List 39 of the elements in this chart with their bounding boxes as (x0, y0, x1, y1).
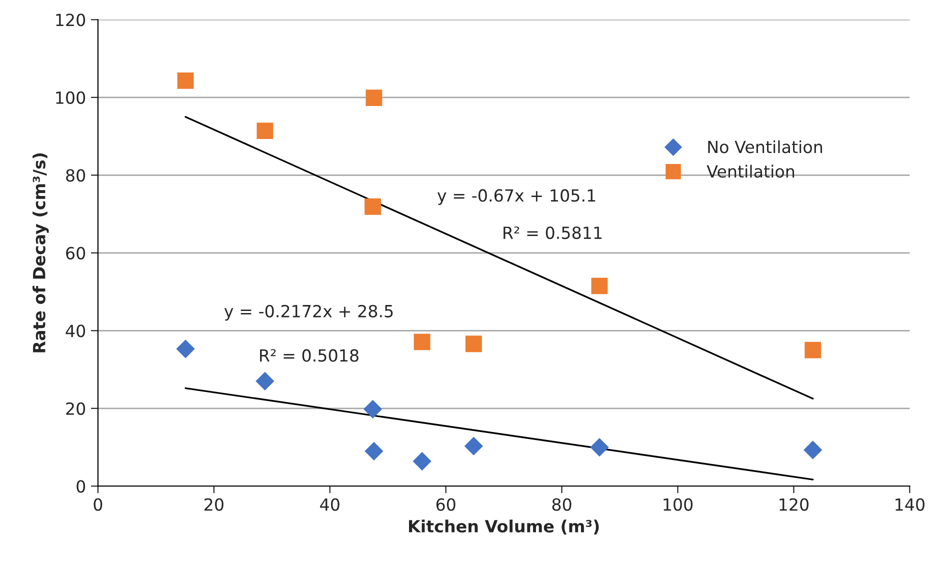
point (804, 440, 822, 460)
point (256, 372, 274, 390)
point (176, 340, 195, 358)
x-tick-label: 120 (780, 498, 809, 511)
y-tick-label: 40 (66, 324, 86, 338)
x-tick-label: 140 (896, 498, 924, 511)
x-axis-title: Kitchen Volume (m³) (409, 520, 599, 534)
point (364, 442, 384, 460)
point (464, 436, 483, 456)
annotation: R² = 0.5018 (260, 349, 358, 362)
x-tick-label: 60 (436, 498, 456, 511)
x-tick-label: 80 (552, 498, 572, 511)
legend-label: No Ventilation (708, 140, 822, 154)
x-tick-label: 40 (320, 498, 340, 511)
annotation: y = -0.2172x + 28.5 (224, 304, 393, 321)
y-tick-label: 100 (56, 91, 86, 104)
y-tick-label: 20 (66, 402, 86, 415)
point (364, 198, 382, 215)
annotation: R² = 0.5811 (504, 226, 602, 240)
point (414, 334, 430, 350)
point (363, 400, 382, 418)
x-tick-label: 20 (204, 498, 224, 511)
y-tick-label: 0 (76, 480, 86, 493)
x-tick-label: 0 (94, 498, 102, 511)
y-axis-title: Rate of Decay (cm³/s) (32, 153, 49, 352)
point (177, 72, 194, 89)
point (804, 342, 822, 358)
point (591, 278, 608, 294)
point (590, 438, 609, 457)
point (465, 336, 482, 352)
annotation: y = -0.67x + 105.1 (437, 189, 596, 205)
y-tick-label: 120 (56, 14, 86, 26)
legend-label: Ventilation (706, 164, 794, 178)
y-tick-label: 80 (66, 169, 86, 182)
x-tick-label: 100 (664, 498, 693, 511)
y-tick-label: 60 (66, 246, 86, 260)
point (412, 452, 432, 471)
point (256, 122, 274, 140)
point (366, 90, 382, 106)
